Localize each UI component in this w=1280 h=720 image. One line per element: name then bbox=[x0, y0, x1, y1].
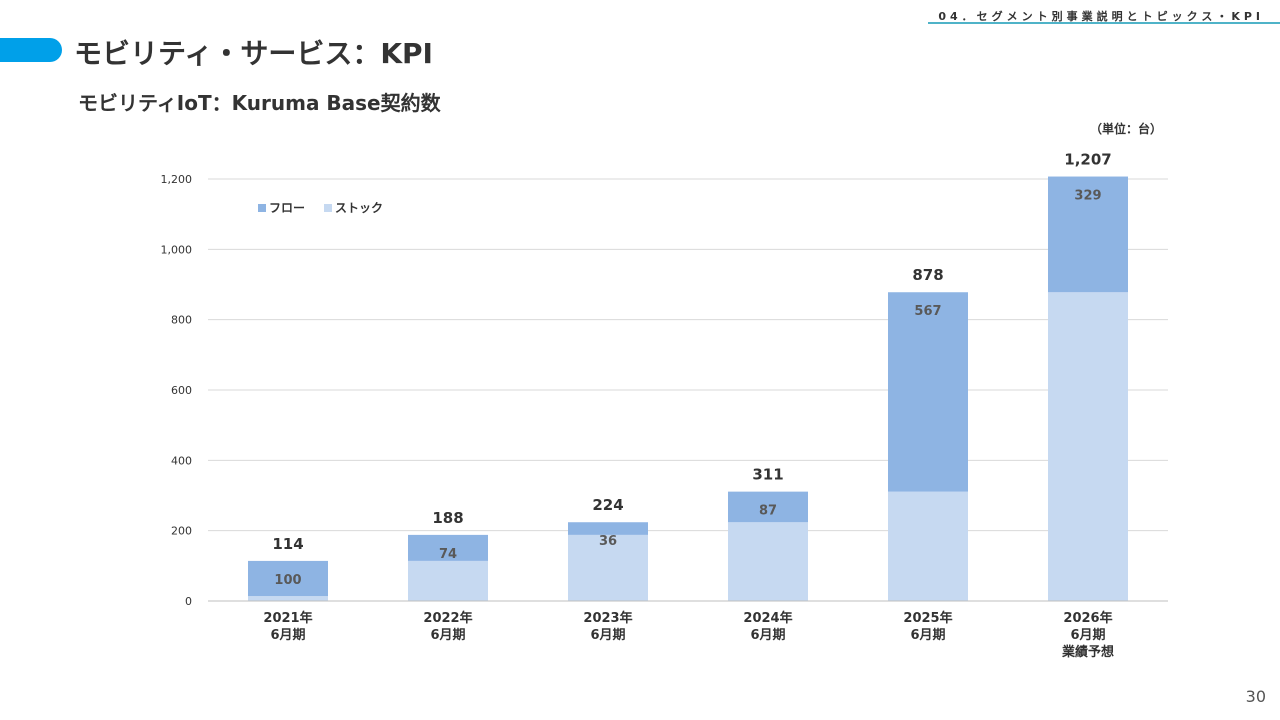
section-header: 04．セグメント別事業説明とトピックス・KPI bbox=[938, 10, 1264, 23]
bar-flow bbox=[888, 292, 968, 492]
x-tick-label: 6月期 bbox=[1070, 628, 1105, 643]
y-tick-label: 400 bbox=[171, 454, 192, 467]
legend-label: フロー bbox=[269, 201, 305, 215]
legend-swatch bbox=[324, 204, 332, 212]
total-data-label: 878 bbox=[912, 266, 943, 284]
x-tick-label: 6月期 bbox=[590, 628, 625, 643]
total-data-label: 311 bbox=[752, 466, 783, 484]
bar-stock bbox=[568, 534, 648, 601]
x-tick-label: 6月期 bbox=[910, 628, 945, 643]
bar-flow bbox=[568, 522, 648, 535]
legend-label: ストック bbox=[335, 201, 383, 215]
y-tick-label: 1,200 bbox=[161, 173, 193, 186]
x-tick-label: 2021年 bbox=[263, 610, 312, 626]
y-tick-label: 800 bbox=[171, 314, 192, 327]
y-tick-label: 200 bbox=[171, 525, 192, 538]
x-tick-label: 2022年 bbox=[423, 610, 472, 626]
flow-data-label: 100 bbox=[274, 573, 301, 588]
bar-stock bbox=[408, 560, 488, 601]
title-accent-bar bbox=[0, 38, 62, 62]
total-data-label: 1,207 bbox=[1064, 151, 1111, 169]
x-tick-label: 2023年 bbox=[583, 610, 632, 626]
section-underline bbox=[928, 22, 1280, 24]
x-tick-label: 6月期 bbox=[430, 628, 465, 643]
bar-stock bbox=[728, 522, 808, 601]
x-tick-label: 業績予想 bbox=[1061, 644, 1114, 660]
flow-data-label: 87 bbox=[759, 504, 777, 519]
y-tick-label: 0 bbox=[185, 595, 192, 608]
bar-stock bbox=[248, 596, 328, 601]
flow-data-label: 567 bbox=[914, 304, 941, 319]
y-tick-label: 1,000 bbox=[161, 243, 193, 256]
bar-stock bbox=[1048, 292, 1128, 601]
chart-subtitle: モビリティIoT：Kuruma Base契約数 bbox=[78, 91, 441, 115]
page-number: 30 bbox=[1245, 687, 1266, 706]
x-tick-label: 2026年 bbox=[1063, 610, 1112, 626]
x-tick-label: 2024年 bbox=[743, 610, 792, 626]
x-tick-label: 2025年 bbox=[903, 610, 952, 626]
flow-data-label: 36 bbox=[599, 534, 617, 549]
flow-data-label: 329 bbox=[1074, 189, 1101, 204]
bar-flow bbox=[1048, 176, 1128, 293]
page-title: モビリティ・サービス：KPI bbox=[74, 37, 433, 70]
total-data-label: 114 bbox=[272, 535, 303, 553]
x-tick-label: 6月期 bbox=[750, 628, 785, 643]
flow-data-label: 74 bbox=[439, 547, 457, 562]
unit-label: （単位：台） bbox=[1089, 122, 1162, 136]
bar-flow bbox=[728, 491, 808, 523]
total-data-label: 188 bbox=[432, 509, 463, 527]
bar-flow bbox=[408, 534, 488, 561]
bar-flow bbox=[248, 560, 328, 597]
total-data-label: 224 bbox=[592, 496, 623, 514]
bar-stock bbox=[888, 491, 968, 601]
y-tick-label: 600 bbox=[171, 384, 192, 397]
legend-swatch bbox=[258, 204, 266, 212]
x-tick-label: 6月期 bbox=[270, 628, 305, 643]
